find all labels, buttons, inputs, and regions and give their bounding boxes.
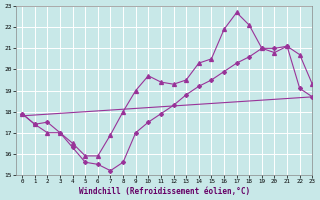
- X-axis label: Windchill (Refroidissement éolien,°C): Windchill (Refroidissement éolien,°C): [78, 187, 250, 196]
